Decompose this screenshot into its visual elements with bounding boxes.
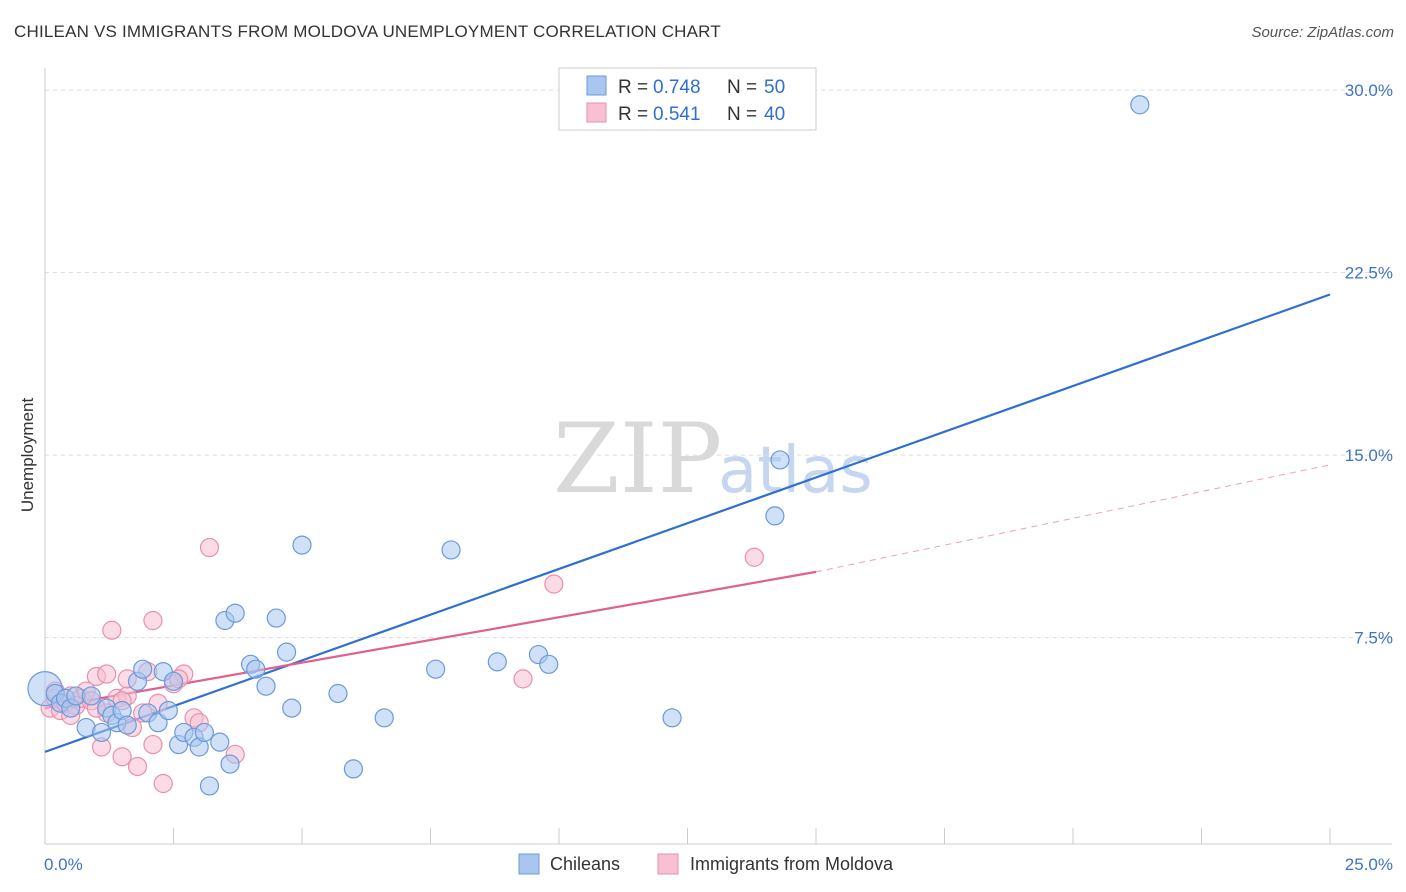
- point-chileans-38: [328, 683, 348, 704]
- point-moldova-13: [102, 620, 122, 640]
- point-moldova-25: [153, 773, 173, 794]
- point-chileans-8: [91, 722, 112, 743]
- point-chileans-19: [158, 700, 178, 721]
- point-chileans-20: [163, 671, 184, 691]
- legend-r-value-chileans: 0.748: [653, 77, 701, 98]
- legend-r-label-moldova: R =: [618, 104, 648, 125]
- point-chileans-46: [662, 708, 682, 728]
- x-tick-label-max: 25.0%: [1345, 855, 1393, 874]
- legend-n-label-moldova: N =: [727, 104, 757, 125]
- point-chileans-45: [539, 654, 559, 674]
- point-chileans-30: [225, 603, 245, 623]
- point-chileans-40: [374, 708, 394, 728]
- legend-n-value-moldova: 40: [764, 104, 785, 125]
- legend-r-value-moldova: 0.541: [653, 104, 701, 125]
- point-chileans-43: [487, 652, 507, 672]
- legend-swatch-moldova: [586, 102, 607, 123]
- bottom-legend-swatch-chileans[interactable]: [518, 853, 540, 875]
- point-chileans-41: [426, 659, 446, 679]
- y-axis-label: Unemployment: [18, 398, 37, 513]
- trend-line-chileans: [44, 293, 1331, 753]
- point-chileans-29: [220, 754, 240, 774]
- point-chileans-42: [441, 540, 461, 560]
- y-tick-label-3: 30.0%: [1345, 81, 1393, 100]
- point-chileans-15: [133, 659, 153, 679]
- trend-line-moldova: [44, 570, 817, 710]
- point-chileans-47: [765, 506, 785, 526]
- point-moldova-15: [112, 747, 132, 767]
- point-chileans-32: [246, 659, 266, 679]
- y-tick-label-2: 22.5%: [1345, 264, 1393, 283]
- point-chileans-49: [1130, 95, 1150, 115]
- point-chileans-35: [276, 642, 297, 662]
- legend-n-value-chileans: 50: [764, 77, 785, 98]
- point-chileans-36: [282, 698, 302, 718]
- y-tick-label-0: 7.5%: [1354, 629, 1393, 648]
- bottom-legend-label-chileans[interactable]: Chileans: [550, 854, 620, 874]
- bottom-legend-label-moldova[interactable]: Immigrants from Moldova: [690, 854, 894, 874]
- gridlines: [45, 89, 1392, 639]
- point-chileans-25: [194, 722, 214, 743]
- legend-swatch-chileans: [586, 75, 607, 96]
- bottom-legend-swatch-moldova[interactable]: [657, 853, 679, 875]
- series-legend: Chileans Immigrants from Moldova: [518, 853, 894, 875]
- chart-title: CHILEAN VS IMMIGRANTS FROM MOLDOVA UNEMP…: [14, 22, 721, 41]
- point-chileans-48: [770, 450, 790, 470]
- point-moldova-12: [97, 664, 117, 684]
- legend-r-label-chileans: R =: [618, 77, 648, 98]
- x-tick-label-min: 0.0%: [44, 855, 83, 874]
- point-moldova-34: [744, 547, 764, 567]
- point-moldova-30: [199, 537, 220, 558]
- scatter-points: [27, 95, 1150, 796]
- legend-n-label-chileans: N =: [727, 77, 757, 98]
- point-moldova-32: [513, 669, 533, 689]
- x-tick-labels: 0.0% 25.0%: [44, 855, 1393, 874]
- source-credit: Source: ZipAtlas.com: [1251, 24, 1394, 41]
- watermark-zip: ZIP: [553, 403, 722, 515]
- point-chileans-37: [292, 535, 312, 555]
- watermark-atlas: atlas: [718, 434, 873, 508]
- point-chileans-26: [199, 776, 220, 796]
- point-chileans-33: [256, 676, 276, 696]
- point-moldova-33: [544, 574, 564, 594]
- point-chileans-39: [343, 759, 363, 779]
- y-tick-label-1: 15.0%: [1345, 446, 1393, 465]
- point-moldova-19: [127, 756, 148, 777]
- point-chileans-13: [117, 715, 137, 735]
- correlation-legend: R = 0.748 N = 50 R = 0.541 N = 40: [558, 67, 817, 131]
- point-moldova-22: [143, 734, 163, 755]
- point-chileans-34: [266, 608, 286, 628]
- point-moldova-23: [143, 610, 163, 631]
- trend-line-moldova-extension: [815, 464, 1331, 573]
- trend-lines: [44, 293, 1331, 753]
- y-tick-labels: 7.5% 15.0% 22.5% 30.0%: [1345, 81, 1393, 647]
- point-chileans-7: [81, 686, 101, 706]
- point-chileans-27: [210, 732, 230, 752]
